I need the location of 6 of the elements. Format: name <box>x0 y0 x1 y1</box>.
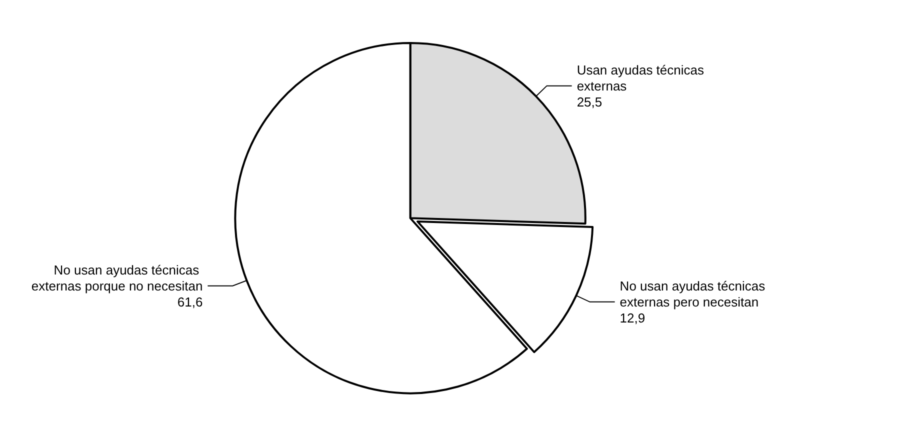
data-label: 12,9 <box>620 310 646 326</box>
data-label: 61,6 <box>177 294 203 310</box>
data-label: 25,5 <box>576 94 602 110</box>
slice-label: No usan ayudas técnicas externas pero necesitan <box>620 278 769 310</box>
slice-label: No usan ayudas técnicas externas porque no necesitan <box>31 262 203 294</box>
slice-label: Usan ayudas técnicas externas <box>576 62 708 94</box>
